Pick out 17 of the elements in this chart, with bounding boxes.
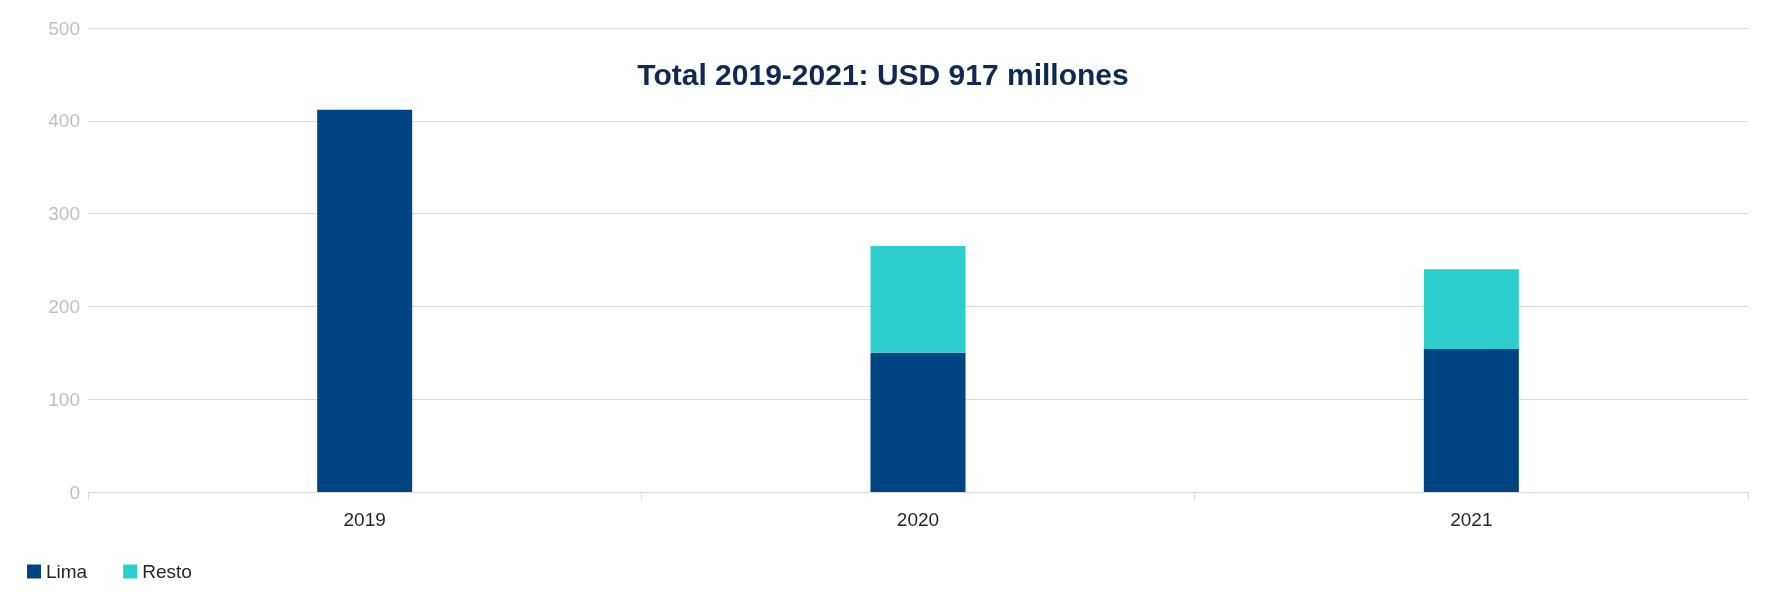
bar — [870, 246, 966, 353]
bar — [317, 109, 413, 492]
bar — [1423, 349, 1519, 492]
bar — [1423, 269, 1519, 350]
y-tick-label: 200 — [48, 295, 80, 317]
y-tick-label: 400 — [48, 110, 80, 132]
y-tick-label: 100 — [48, 388, 80, 410]
legend-label: Lima — [46, 561, 88, 582]
x-tick-label: 2019 — [343, 509, 386, 530]
x-tick-label: 2020 — [896, 509, 940, 530]
x-tick-label: 2021 — [1450, 509, 1493, 530]
y-tick-label: 300 — [48, 203, 80, 225]
y-tick-label: 500 — [48, 17, 80, 39]
y-tick-label: 0 — [69, 481, 80, 503]
annotation: Total 2019-2021: USD 917 millones — [637, 57, 1129, 91]
bar — [870, 352, 966, 492]
legend-label: Resto — [142, 561, 192, 582]
